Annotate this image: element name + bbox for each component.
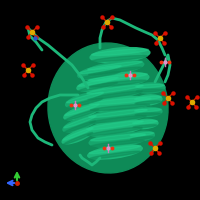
Ellipse shape: [134, 95, 162, 105]
Ellipse shape: [63, 116, 97, 132]
Ellipse shape: [133, 120, 157, 124]
Ellipse shape: [89, 98, 151, 105]
Ellipse shape: [89, 67, 141, 75]
Ellipse shape: [80, 71, 120, 79]
Ellipse shape: [89, 133, 147, 147]
Ellipse shape: [64, 116, 96, 128]
Ellipse shape: [135, 109, 161, 112]
Ellipse shape: [79, 82, 117, 91]
Ellipse shape: [135, 96, 161, 100]
Ellipse shape: [89, 109, 147, 117]
Ellipse shape: [62, 128, 94, 144]
Ellipse shape: [48, 43, 168, 173]
Ellipse shape: [63, 128, 93, 140]
Ellipse shape: [88, 96, 152, 112]
Ellipse shape: [134, 107, 162, 117]
Ellipse shape: [135, 83, 165, 93]
Ellipse shape: [91, 134, 145, 141]
Ellipse shape: [67, 98, 103, 108]
Ellipse shape: [90, 104, 150, 111]
Ellipse shape: [92, 49, 148, 55]
Ellipse shape: [133, 125, 157, 128]
Ellipse shape: [89, 146, 141, 154]
Ellipse shape: [136, 89, 164, 92]
Ellipse shape: [85, 84, 145, 100]
Ellipse shape: [63, 133, 93, 144]
Ellipse shape: [87, 85, 143, 94]
Ellipse shape: [88, 61, 142, 70]
Ellipse shape: [65, 104, 99, 116]
Ellipse shape: [131, 137, 153, 140]
Ellipse shape: [87, 109, 149, 123]
Ellipse shape: [90, 80, 146, 87]
Ellipse shape: [85, 120, 145, 136]
Ellipse shape: [65, 109, 99, 120]
Ellipse shape: [91, 140, 145, 146]
Ellipse shape: [88, 91, 142, 99]
Ellipse shape: [78, 65, 122, 79]
Ellipse shape: [136, 84, 164, 88]
Ellipse shape: [64, 121, 96, 133]
Ellipse shape: [86, 61, 144, 75]
Ellipse shape: [135, 113, 161, 116]
Ellipse shape: [132, 119, 158, 129]
Ellipse shape: [89, 73, 147, 81]
Ellipse shape: [88, 145, 142, 159]
Ellipse shape: [88, 127, 142, 136]
Ellipse shape: [130, 131, 154, 141]
Ellipse shape: [93, 56, 147, 61]
Ellipse shape: [79, 65, 121, 74]
Ellipse shape: [77, 77, 119, 91]
Ellipse shape: [64, 104, 100, 120]
Ellipse shape: [67, 92, 103, 103]
Ellipse shape: [90, 151, 140, 159]
Ellipse shape: [135, 101, 161, 104]
Ellipse shape: [90, 48, 150, 62]
Ellipse shape: [130, 132, 154, 136]
Ellipse shape: [87, 72, 149, 88]
Ellipse shape: [90, 115, 146, 123]
Ellipse shape: [87, 121, 143, 130]
Ellipse shape: [66, 92, 104, 108]
Ellipse shape: [78, 77, 118, 86]
